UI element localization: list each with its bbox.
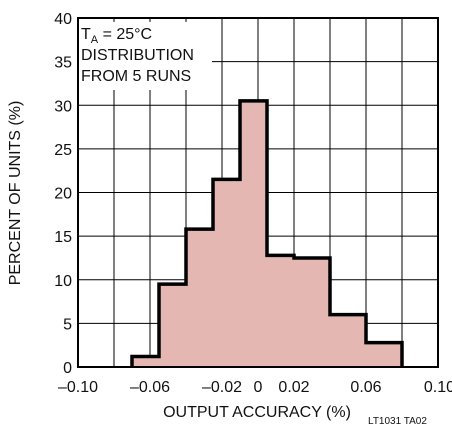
x-axis-title: OUTPUT ACCURACY (%) bbox=[163, 404, 351, 421]
histogram-bar-4 bbox=[213, 179, 240, 367]
y-tick-label: 5 bbox=[63, 316, 72, 333]
part-number-label: LT1031 TA02 bbox=[368, 416, 427, 427]
y-tick-label: 25 bbox=[54, 142, 72, 159]
y-tick-label: 35 bbox=[54, 55, 72, 72]
y-tick-label: 0 bbox=[63, 360, 72, 377]
y-tick-label: 40 bbox=[54, 11, 72, 28]
x-tick-label: 0.10 bbox=[424, 379, 452, 396]
annot-t: T bbox=[81, 26, 91, 43]
histogram-bars bbox=[130, 99, 404, 367]
histogram-bar-6 bbox=[267, 255, 294, 367]
x-tick-label: –0.10 bbox=[58, 379, 98, 396]
histogram-bar-9 bbox=[366, 342, 402, 367]
histogram-bar-7 bbox=[294, 257, 330, 367]
x-tick-label: –0.06 bbox=[130, 379, 170, 396]
histogram-bar-1 bbox=[132, 356, 159, 367]
x-tick-label: –0.02 bbox=[202, 379, 242, 396]
histogram-outline bbox=[130, 99, 404, 367]
y-tick-labels: 0 5 10 15 20 25 30 35 40 bbox=[54, 11, 72, 377]
x-tick-label: 0.02 bbox=[278, 379, 309, 396]
x-tick-labels: –0.10 –0.06 –0.02 0 0.02 0.06 0.10 bbox=[58, 379, 452, 396]
x-tick-label: 0.06 bbox=[350, 379, 381, 396]
x-tick-label: 0 bbox=[254, 379, 263, 396]
histogram-bar-2 bbox=[159, 284, 186, 367]
annot-distribution: DISTRIBUTION bbox=[81, 47, 194, 64]
plot-frame bbox=[77, 17, 439, 368]
annot-subscript: A bbox=[91, 34, 99, 46]
annot-runs: FROM 5 RUNS bbox=[81, 68, 191, 85]
conditions-annotation: TA = 25°C DISTRIBUTION FROM 5 RUNS bbox=[79, 22, 212, 90]
y-tick-label: 10 bbox=[54, 273, 72, 290]
y-axis-title: PERCENT OF UNITS (%) bbox=[7, 101, 24, 286]
y-tick-label: 15 bbox=[54, 229, 72, 246]
histogram-bar-8 bbox=[330, 314, 366, 367]
annot-temperature: = 25°C bbox=[98, 26, 152, 43]
y-tick-label: 30 bbox=[54, 98, 72, 115]
histogram-bar-5 bbox=[240, 100, 267, 367]
y-tick-label: 20 bbox=[54, 186, 72, 203]
svg-text:TA = 25°C: TA = 25°C bbox=[81, 26, 152, 46]
histogram-bar-3 bbox=[186, 229, 213, 367]
